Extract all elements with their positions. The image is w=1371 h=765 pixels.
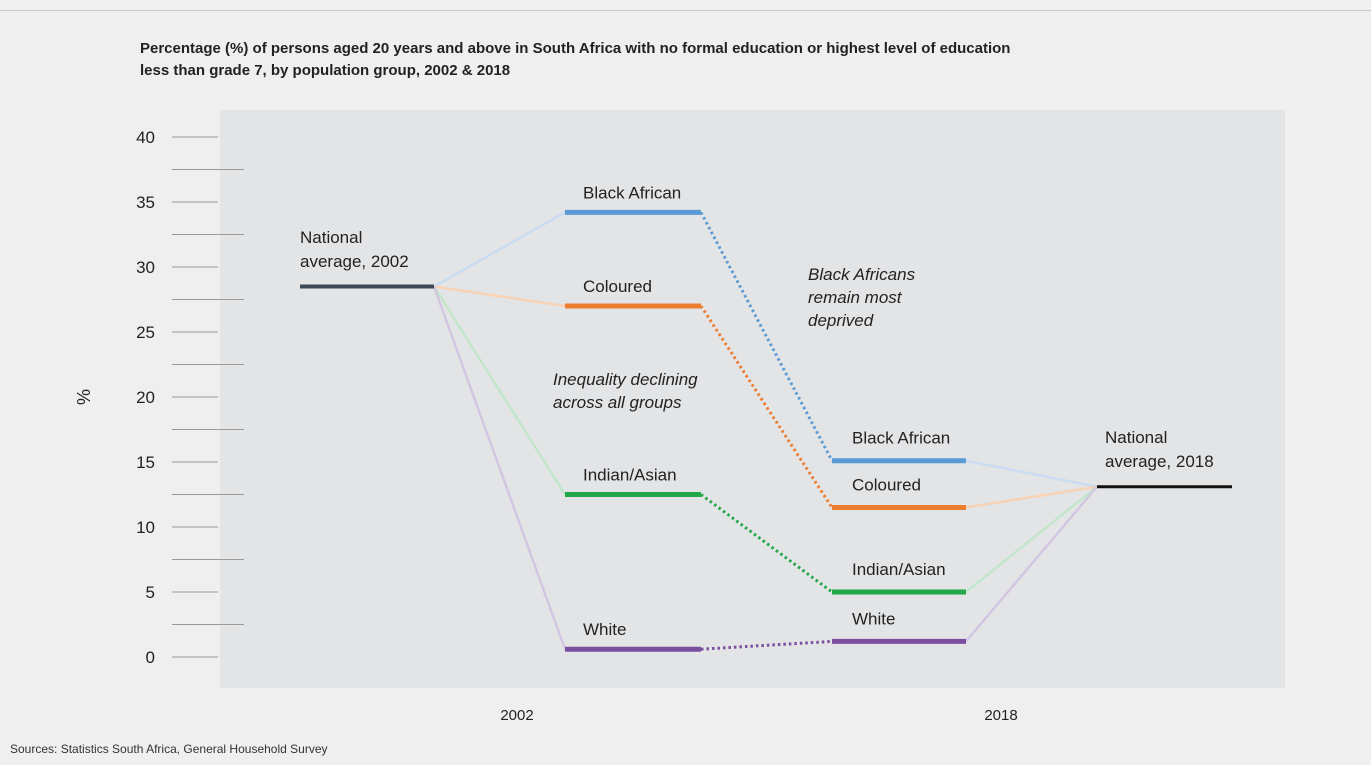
label-2002-indian-asian: Indian/Asian bbox=[583, 466, 677, 485]
y-tick-label: 35 bbox=[136, 193, 155, 212]
annotation-inequality: Inequality declining across all groups bbox=[553, 370, 698, 412]
label-2002-black-african: Black African bbox=[583, 183, 681, 202]
source-note: Sources: Statistics South Africa, Genera… bbox=[10, 742, 328, 756]
label-2018-coloured: Coloured bbox=[852, 476, 921, 495]
y-tick-label: 25 bbox=[136, 323, 155, 342]
connector-2002-black-african bbox=[433, 211, 566, 288]
national-average-2002-label: National average, 2002 bbox=[300, 228, 409, 271]
label-2018-indian-asian: Indian/Asian bbox=[852, 560, 946, 579]
annotation-black-africans: Black Africans remain most deprived bbox=[808, 265, 916, 330]
y-tick-label: 5 bbox=[146, 583, 155, 602]
national-average-2018-label: National average, 2018 bbox=[1105, 428, 1214, 471]
y-tick-label: 20 bbox=[136, 388, 155, 407]
y-tick-label: 15 bbox=[136, 453, 155, 472]
y-axis-label: % bbox=[74, 389, 94, 405]
y-tick-label: 0 bbox=[146, 648, 155, 667]
connector-2002-coloured bbox=[433, 285, 566, 308]
change-line-coloured bbox=[699, 305, 834, 509]
connector-2018-indian-asian bbox=[965, 485, 1098, 593]
connector-2018-black-african bbox=[965, 459, 1098, 488]
plot-area bbox=[220, 110, 1285, 688]
x-tick-label: 2018 bbox=[984, 707, 1017, 724]
connector-2002-indian-asian bbox=[432, 285, 567, 496]
label-2018-black-african: Black African bbox=[852, 429, 950, 448]
y-tick-label: 30 bbox=[136, 258, 155, 277]
y-tick-label: 10 bbox=[136, 518, 155, 537]
connector-2018-white bbox=[965, 485, 1098, 643]
label-2002-coloured: Coloured bbox=[583, 277, 652, 296]
y-tick-label: 40 bbox=[136, 128, 155, 147]
connector-2018-coloured bbox=[965, 485, 1098, 509]
top-rule bbox=[0, 10, 1371, 11]
connector-2002-white bbox=[432, 286, 567, 650]
x-tick-label: 2002 bbox=[500, 707, 533, 724]
label-2018-white: White bbox=[852, 609, 895, 628]
chart-title: Percentage (%) of persons aged 20 years … bbox=[140, 40, 1011, 79]
label-2002-white: White bbox=[583, 620, 626, 639]
